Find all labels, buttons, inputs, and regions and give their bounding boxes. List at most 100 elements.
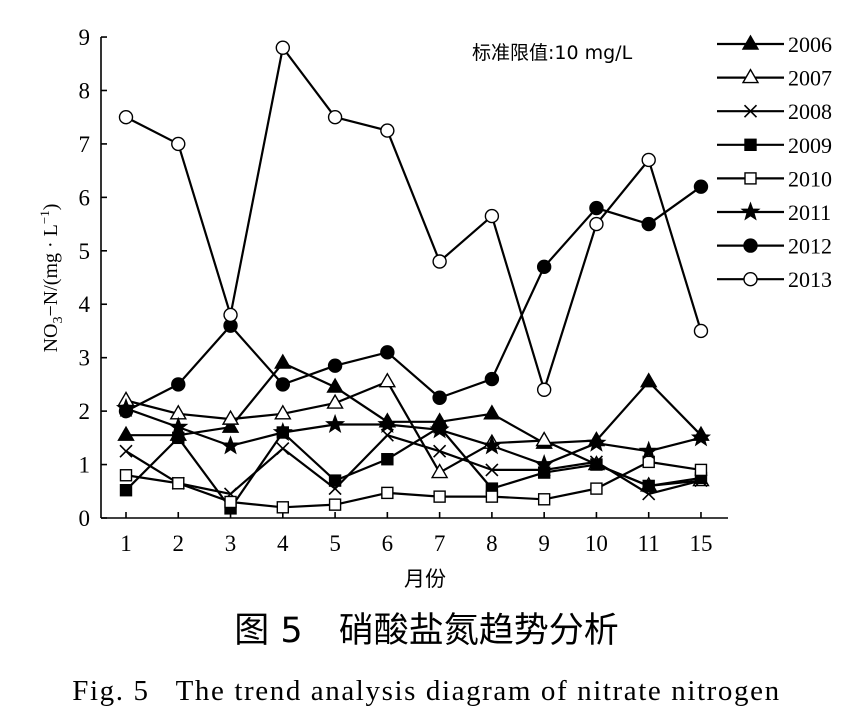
data-point-2011	[168, 416, 189, 436]
data-point-2010	[433, 490, 446, 503]
data-point-2007	[378, 372, 397, 388]
figure-caption-en: Fig. 5 The trend analysis diagram of nitr…	[0, 677, 853, 706]
legend-item: 2011	[717, 200, 831, 225]
x-tick-label: 7	[434, 531, 446, 556]
x-tick-label: 15	[689, 531, 712, 556]
legend-item: 2009	[717, 133, 832, 158]
series-line-2010	[125, 460, 702, 509]
y-axis-label-main: NO	[40, 324, 62, 353]
y-tick-label: 4	[79, 292, 91, 317]
y-axis-label-superscript: −1	[37, 210, 52, 224]
y-axis-label-subscript: 3	[51, 317, 66, 324]
data-point-2006	[639, 372, 658, 388]
data-point-2013	[327, 109, 343, 125]
data-point-2012	[641, 216, 656, 232]
legend-label: 2007	[788, 66, 832, 91]
x-tick-label: 1	[120, 531, 132, 556]
data-point-2009	[381, 453, 394, 466]
data-point-2010	[119, 469, 133, 482]
data-point-2013	[589, 216, 604, 232]
x-axis-label: 月份	[404, 567, 446, 591]
data-point-2011	[534, 454, 555, 474]
data-point-2009	[642, 479, 655, 493]
legend-label: 2011	[788, 200, 831, 225]
y-tick-label: 2	[79, 399, 91, 424]
y-axis-label-end: )	[40, 204, 62, 211]
data-point-2011	[638, 440, 659, 460]
data-point-2006	[483, 404, 501, 420]
series-line-2006	[126, 361, 702, 445]
y-tick-label: 6	[79, 185, 91, 210]
data-point-2009	[328, 474, 342, 487]
y-tick-label: 0	[79, 506, 91, 531]
data-point-2012	[380, 345, 395, 360]
x-tick-label: 4	[277, 531, 289, 556]
data-point-2012	[536, 259, 552, 275]
legend-marker	[743, 238, 758, 253]
data-point-2013	[693, 323, 709, 339]
data-point-2011	[325, 413, 346, 434]
legend-label: 2013	[788, 267, 832, 292]
data-point-2006	[221, 417, 240, 433]
data-point-2009	[119, 484, 133, 497]
data-point-2011	[481, 435, 502, 455]
data-point-2011	[429, 419, 450, 439]
data-point-2010	[381, 486, 394, 500]
figure-caption-cn: 图 5 硝酸盐氮趋势分析	[0, 614, 853, 649]
legend-marker	[744, 138, 757, 152]
data-point-2007	[274, 404, 292, 420]
y-tick-label: 1	[79, 453, 91, 478]
legend-marker	[741, 34, 760, 50]
data-point-2010	[328, 498, 342, 511]
y-tick-label: 7	[79, 132, 91, 157]
legend-item: 2013	[717, 267, 832, 292]
data-point-2012	[275, 377, 291, 392]
y-axis-label: NO3−N/(mg · L−1)	[37, 204, 66, 353]
legend-label: 2010	[788, 166, 832, 191]
legend-label: 2012	[788, 234, 832, 259]
legend-item: 2012	[717, 234, 832, 259]
data-point-2012	[432, 390, 447, 405]
x-tick-label: 8	[486, 531, 498, 556]
data-point-2007	[430, 463, 449, 479]
data-point-2013	[536, 382, 552, 397]
legend-marker	[741, 68, 760, 84]
data-point-2010	[224, 495, 237, 509]
data-point-2008	[119, 444, 133, 458]
legend-marker	[743, 272, 758, 287]
data-point-2009	[172, 431, 185, 445]
y-tick-label: 9	[79, 25, 91, 50]
y-tick-label: 3	[79, 346, 91, 371]
data-point-2006	[117, 425, 135, 441]
figure-number-cn: 图 5	[234, 611, 303, 651]
y-axis-label-unit: −N/(mg · L	[40, 224, 62, 316]
series-layer	[115, 40, 712, 515]
legend-marker	[743, 104, 758, 118]
legend-item: 2010	[717, 166, 832, 191]
data-point-2008	[276, 441, 290, 456]
legend-item: 2008	[717, 99, 832, 124]
data-point-2011	[272, 421, 293, 442]
data-point-2006	[326, 377, 344, 393]
data-point-2013	[432, 254, 447, 269]
series-line-2007	[125, 380, 702, 488]
data-point-2006	[274, 353, 292, 369]
data-point-2011	[690, 427, 712, 447]
figure-title-cn: 硝酸盐氮趋势分析	[338, 611, 619, 651]
data-point-2012	[589, 200, 604, 216]
data-point-2010	[642, 455, 655, 469]
data-point-2013	[118, 109, 134, 125]
data-point-2013	[223, 307, 238, 323]
data-point-2008	[433, 444, 447, 458]
x-tick-label: 5	[329, 531, 341, 556]
axes: 0 1 2 3 4 5 6 7 8 9 1 2 3 4 5 6 7 8 9 10 11 15	[79, 25, 728, 556]
data-point-2012	[484, 371, 500, 387]
x-tick-label: 3	[225, 531, 237, 556]
data-point-2010	[590, 482, 603, 495]
data-point-2011	[220, 435, 241, 455]
data-point-2007	[326, 393, 344, 409]
data-point-2013	[171, 136, 186, 152]
data-point-2009	[590, 458, 603, 471]
data-point-2010	[485, 490, 499, 503]
